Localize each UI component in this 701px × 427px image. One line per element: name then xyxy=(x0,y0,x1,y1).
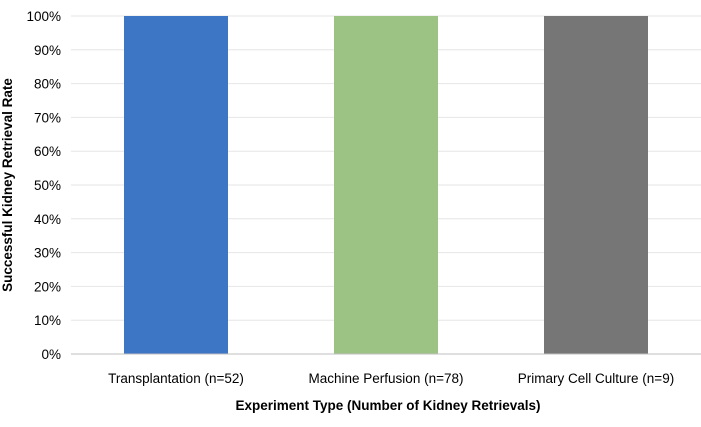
y-tick-label: 90% xyxy=(34,43,61,58)
y-tick-label: 20% xyxy=(34,279,61,294)
y-tick-label: 50% xyxy=(34,178,61,193)
y-tick-label: 100% xyxy=(26,9,61,24)
bar xyxy=(334,16,438,354)
y-tick-label: 70% xyxy=(34,110,61,125)
bars xyxy=(124,16,648,354)
y-tick-label: 40% xyxy=(34,212,61,227)
x-tick-label: Transplantation (n=52) xyxy=(108,371,244,386)
y-tick-label: 0% xyxy=(41,347,61,362)
y-tick-label: 80% xyxy=(34,77,61,92)
x-axis-title: Experiment Type (Number of Kidney Retrie… xyxy=(235,398,540,413)
y-axis-title: Successful Kidney Retrieval Rate xyxy=(0,78,15,292)
y-tick-label: 60% xyxy=(34,144,61,159)
y-tick-labels: 0% 10% 20% 30% 40% 50% 60% 70% 80% 90% 100% xyxy=(26,9,61,362)
x-tick-labels: Transplantation (n=52) Machine Perfusion … xyxy=(108,371,674,386)
y-tick-label: 10% xyxy=(34,313,61,328)
x-tick-label: Machine Perfusion (n=78) xyxy=(309,371,464,386)
bar xyxy=(544,16,648,354)
y-tick-label: 30% xyxy=(34,246,61,261)
bar xyxy=(124,16,228,354)
x-tick-label: Primary Cell Culture (n=9) xyxy=(518,371,674,386)
